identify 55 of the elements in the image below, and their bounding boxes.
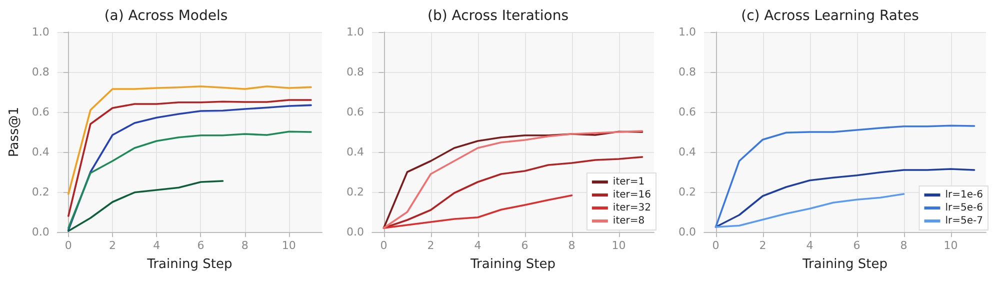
y-tick-label: 0.4 [32,146,50,158]
y-tick-label: 0.2 [346,186,364,198]
y-tick-label: 0.6 [346,106,364,118]
x-tick-label: 6 [521,239,528,252]
x-tick-label: 10 [612,239,626,252]
chart-title: (a) Across Models [104,8,228,24]
legend-label: iter=1 [612,176,645,188]
legend-label: lr=5e-7 [945,216,984,226]
legend-label: iter=8 [612,216,645,226]
y-tick-label: 0.2 [32,186,50,198]
y-tick-label: 1.0 [346,26,364,38]
x-tick-label: 8 [900,239,908,252]
legend-label: iter=32 [612,202,652,214]
y-tick-label: 0.0 [346,226,364,238]
line-series [714,193,905,228]
x-tick-label: 6 [853,239,860,252]
x-tick-label: 4 [806,239,814,252]
x-tick-label: 4 [474,239,482,252]
x-axis-title: Training Step [146,257,232,272]
chart-title: (c) Across Learning Rates [741,8,919,24]
y-tick-label: 1.0 [32,26,50,38]
x-tick-label: 6 [197,239,204,252]
line-series [382,194,573,229]
y-tick-label: 0.8 [346,66,364,78]
y-tick-label: 0.8 [32,66,50,78]
x-tick-label: 0 [64,239,72,252]
y-tick-label: 0.4 [678,146,696,158]
line-series [68,130,312,229]
y-tick-label: 0.0 [678,226,696,238]
y-tick-label: 1.0 [678,26,696,38]
line-series [68,86,312,195]
x-tick-label: 0 [380,239,388,252]
y-axis-title: Pass@1 [7,106,22,158]
y-tick-label: 0.6 [32,106,50,118]
x-tick-label: 8 [241,239,248,252]
legend-label: lr=1e-6 [945,190,984,200]
y-tick-label: 0.8 [678,66,696,78]
x-tick-label: 8 [568,239,576,252]
y-tick-label: 0.4 [346,146,364,158]
x-axis-title: Training Step [469,257,556,272]
x-tick-label: 2 [109,239,116,252]
legend-label: iter=16 [612,190,652,200]
x-tick-label: 4 [153,239,160,252]
y-tick-label: 0.0 [32,226,50,238]
x-tick-label: 2 [759,239,766,252]
x-axis-title: Training Step [801,257,888,272]
x-tick-label: 2 [427,239,434,252]
x-tick-label: 10 [944,239,958,252]
y-tick-label: 0.6 [678,106,696,118]
x-tick-label: 10 [282,239,296,252]
y-tick-label: 0.2 [678,186,696,198]
x-tick-label: 0 [712,239,720,252]
chart-title: (b) Across Iterations [427,8,569,24]
legend-label: lr=5e-6 [945,202,984,214]
line-series [68,180,224,232]
